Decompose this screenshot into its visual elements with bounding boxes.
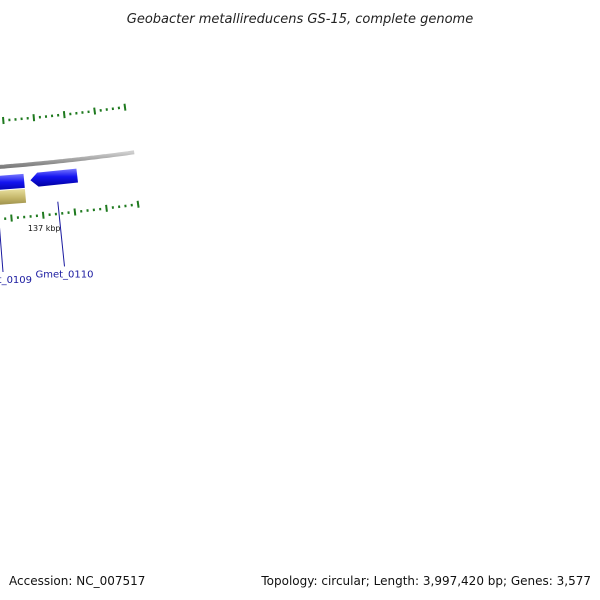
inner-tick <box>105 204 108 212</box>
genome-summary-text: Topology: circular; Length: 3,997,420 bp… <box>260 574 591 588</box>
label-leader <box>57 201 65 267</box>
inner-tick <box>73 208 77 216</box>
map-title: Geobacter metallireducens GS-15, complet… <box>127 12 473 27</box>
outer-tick <box>32 114 36 122</box>
label-leader <box>0 227 4 273</box>
gene-label-gmet_0109[interactable]: Gmet_0109 <box>0 275 32 286</box>
accession-text: Accession: NC_007517 <box>9 574 145 588</box>
inner-tick <box>136 200 140 208</box>
gene-arrow-gmet_0109[interactable] <box>0 173 25 193</box>
inner-tick <box>10 214 13 222</box>
gene-features <box>0 168 78 208</box>
gene-labels: glmUGmet_0104Gmet_0105Gmet_0106Gmet_0107… <box>0 201 94 286</box>
scale-ticks: 129 kbp130 kbp131 kbp132 kbp133 kbp134 k… <box>2 103 140 233</box>
outer-tick <box>123 103 127 111</box>
outer-tick <box>93 107 97 115</box>
genome-backbone <box>0 150 135 169</box>
gene-label-gmet_0110[interactable]: Gmet_0110 <box>35 269 93 280</box>
inner-tick <box>41 211 45 219</box>
scale-label: 137 kbp <box>28 224 61 233</box>
gene-arrow-gmet_0110[interactable] <box>30 168 78 187</box>
backbone-line <box>0 150 135 169</box>
outer-tick <box>2 116 5 125</box>
outer-tick <box>62 111 66 119</box>
gene-arrow-gmet_0109[interactable] <box>0 188 27 208</box>
